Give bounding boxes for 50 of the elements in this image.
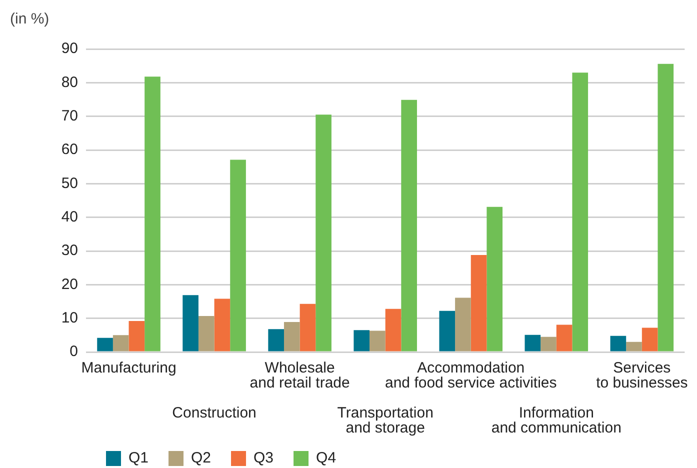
bar <box>470 255 487 352</box>
bar <box>300 304 316 352</box>
bar <box>144 76 160 352</box>
bar <box>97 338 113 352</box>
x-tick-label: Wholesale and retail trade <box>250 360 350 392</box>
bar <box>642 328 658 352</box>
y-tick-label: 60 <box>61 141 78 158</box>
x-tick-label: Construction <box>172 404 256 422</box>
y-tick-label: 80 <box>61 74 78 91</box>
bar <box>182 295 198 352</box>
bar <box>284 322 300 352</box>
legend-label: Q3 <box>254 450 274 467</box>
bar <box>214 298 230 352</box>
bar <box>556 324 572 352</box>
x-tick-label: Transportation and storage <box>337 404 434 437</box>
bar <box>268 329 284 352</box>
bar <box>524 334 541 352</box>
bar <box>230 160 246 352</box>
bar <box>401 100 417 352</box>
y-tick-label: 30 <box>61 242 78 260</box>
legend-label: Q4 <box>316 450 336 467</box>
bar <box>198 316 214 352</box>
y-tick-label: 40 <box>61 208 78 226</box>
bar <box>572 72 588 352</box>
y-axis-title: (in %) <box>10 10 50 28</box>
y-tick-label: 70 <box>61 107 78 124</box>
bar <box>316 114 332 352</box>
bar <box>112 335 129 352</box>
bar <box>486 206 503 352</box>
bar <box>455 298 471 352</box>
legend-label: Q1 <box>128 450 149 467</box>
y-tick-label: 0 <box>70 343 78 360</box>
bar <box>626 342 642 352</box>
bar <box>610 336 626 352</box>
bar <box>354 330 370 352</box>
x-tick-label: Services to businesses <box>596 360 688 392</box>
y-tick-label: 20 <box>61 276 78 293</box>
y-tick-label: 90 <box>61 40 78 58</box>
bar <box>540 336 556 352</box>
bar <box>439 310 456 352</box>
bar <box>385 308 402 352</box>
y-tick-label: 10 <box>61 309 78 326</box>
x-tick-label: Accommodation and food service activities <box>384 360 557 392</box>
x-tick-label: Manufacturing <box>81 360 176 377</box>
bar <box>658 64 674 352</box>
bar <box>370 330 386 352</box>
bar <box>128 321 145 352</box>
x-tick-label: Information and communication <box>491 404 622 437</box>
y-tick-label: 50 <box>61 174 78 192</box>
legend-label: Q2 <box>191 450 212 467</box>
